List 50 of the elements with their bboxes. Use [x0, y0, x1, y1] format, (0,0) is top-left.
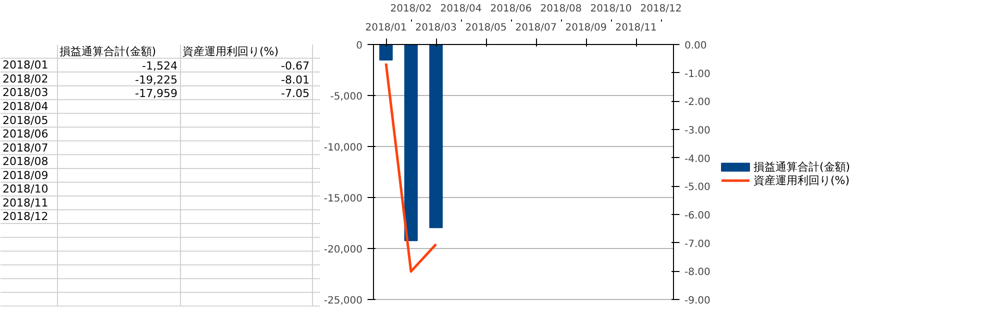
x-tick-label: 2018/01	[365, 22, 407, 34]
category-label: 2018/08	[2, 155, 48, 168]
category-label: 2018/02	[2, 72, 48, 86]
y-tick-label: -20,000	[324, 244, 363, 256]
y2-tick-label: -6.00	[684, 210, 710, 222]
y2-tick-label: -4.00	[684, 154, 710, 165]
text: -19,225	[135, 73, 178, 86]
y2-tick-label: -5.00	[684, 182, 710, 194]
category-label: 2018/05	[2, 114, 48, 127]
y2-tick-label: -7.00	[684, 238, 710, 250]
y2-tick-label: -3.00	[684, 126, 710, 136]
text: -1,524	[142, 60, 178, 73]
legend-label: 資産運用利回り(%)	[754, 174, 850, 188]
category-label: 2018/12	[2, 210, 48, 224]
x-tick-label: 2018/10	[590, 4, 632, 14]
x-tick-label: 2018/08	[540, 4, 582, 14]
category-label: 2018/07	[2, 141, 48, 154]
y2-tick-label: 0.00	[684, 40, 707, 52]
category-label: 2018/04	[2, 100, 48, 113]
x-tick-label: 2018/09	[565, 22, 607, 34]
y2-tick-label: -9.00	[684, 296, 710, 306]
y2-tick-label: -1.00	[684, 68, 710, 80]
category-label: 2018/01	[2, 58, 48, 72]
legend-label: 損益通算合計(金額)	[754, 160, 850, 174]
text: -8.01	[281, 73, 310, 86]
text: -0.67	[281, 60, 310, 73]
x-tick-label: 2018/11	[615, 22, 657, 34]
category-label: 資産運用利回り(%)	[182, 44, 279, 58]
text: -7.05	[281, 87, 310, 100]
category-label: 損益通算合計(金額)	[60, 44, 156, 58]
y-tick-label: -15,000	[324, 194, 363, 204]
y-tick-label: -5,000	[330, 92, 363, 102]
x-tick-label: 2018/12	[640, 4, 682, 14]
x-tick-label: 2018/03	[415, 22, 457, 34]
y-tick-label: -10,000	[324, 142, 363, 154]
x-tick-label: 2018/06	[490, 4, 532, 14]
category-label: 2018/09	[2, 168, 48, 182]
category-label: 2018/06	[2, 128, 48, 141]
category-label: 2018/10	[2, 182, 48, 196]
text: -17,959	[135, 87, 178, 100]
x-tick-label: 2018/07	[515, 22, 557, 34]
x-tick-label: 2018/04	[440, 4, 482, 14]
y2-tick-label: -2.00	[684, 97, 710, 108]
y2-tick-label: -8.00	[684, 267, 710, 278]
x-tick-label: 2018/05	[465, 22, 507, 34]
x-tick-label: 2018/02	[390, 4, 432, 14]
y-tick-label: 0	[356, 40, 363, 52]
category-label: 2018/03	[2, 86, 48, 100]
y-tick-label: -25,000	[324, 296, 363, 306]
category-label: 2018/11	[2, 196, 48, 210]
